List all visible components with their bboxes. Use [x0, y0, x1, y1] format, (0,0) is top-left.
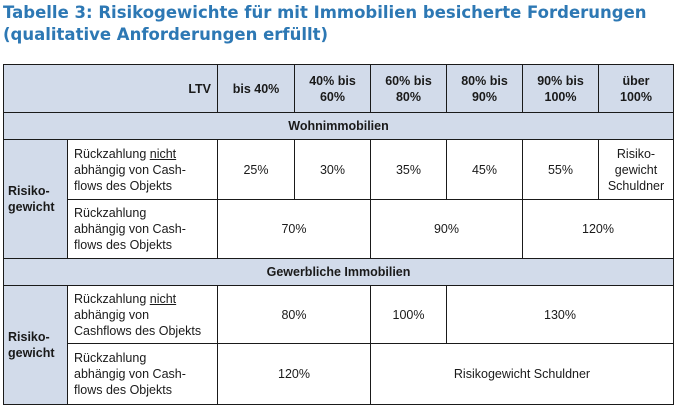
section-row-gewerbliche-immobilien: Gewerbliche Immobilien	[3, 258, 674, 286]
section-row-wohnimmobilien: Wohnimmobilien	[3, 112, 674, 140]
desc-text: Rückzahlung	[74, 206, 147, 220]
col-header-40-60: 40% bis 60%	[294, 64, 371, 113]
row-label-line: Risiko-	[8, 184, 50, 198]
desc-text: abhängig von Cash-	[74, 222, 186, 236]
col-header-bis-40: bis 40%	[217, 64, 295, 113]
row-label-line: gewicht	[8, 346, 55, 360]
row-label-line: Risiko-	[8, 330, 50, 344]
value-cell: 120%	[217, 343, 371, 405]
table-title-line-2: (qualitative Anforderungen erfüllt)	[3, 25, 329, 44]
desc-underlined: nicht	[149, 146, 177, 161]
row-description: Rückzahlung nicht abhängig von Cashflows d…	[67, 285, 218, 344]
desc-text: Rückzahlung	[74, 351, 147, 365]
desc-text: flows des Objekts	[74, 238, 172, 252]
desc-text: Cashflows des Objekts	[74, 323, 202, 338]
col-header-line: 100%	[620, 89, 652, 104]
value-cell: 100%	[370, 285, 447, 344]
col-header-line: 60%	[319, 89, 346, 104]
row-label-risikogewicht: Risiko-gewicht	[3, 139, 68, 259]
desc-text: Rückzahlung	[74, 146, 150, 161]
value-cell-schuldner: Risiko-gewicht Schuldner	[598, 139, 674, 200]
value-cell: Risikogewicht Schuldner	[370, 343, 674, 405]
row-description: Rückzahlung abhängig von Cash-flows des O…	[67, 343, 218, 405]
section-heading: Wohnimmobilien	[3, 112, 674, 140]
col-header-line: 100%	[544, 89, 577, 104]
col-header-line: 90%	[471, 89, 498, 104]
value-cell: 45%	[446, 139, 523, 200]
value-cell: 130%	[446, 285, 674, 344]
row-description: Rückzahlung nicht abhängig von Cash-flows…	[67, 139, 218, 200]
header-row: LTV bis 40% 40% bis 60% 60% bis 80% 80% bi…	[3, 64, 674, 113]
desc-text: flows des Objekts	[74, 383, 172, 397]
table-row: Rückzahlung abhängig von Cash-flows des O…	[4, 199, 674, 259]
value-cell: 30%	[294, 139, 371, 200]
row-description: Rückzahlung abhängig von Cash-flows des O…	[67, 199, 218, 259]
desc-text: abhängig von Cash-	[74, 162, 186, 177]
ltv-header: LTV	[3, 64, 218, 113]
table-title: Tabelle 3: Risikogewichte für mit Immobi…	[3, 2, 671, 46]
col-header-line: 80% bis	[461, 73, 508, 88]
value-cell: 120%	[522, 199, 674, 259]
value-cell: 25%	[217, 139, 295, 200]
section-heading: Gewerbliche Immobilien	[3, 258, 674, 286]
col-header-line: 80%	[395, 89, 422, 104]
col-header-line: 60% bis	[385, 73, 432, 88]
table-row: Risiko-gewicht Rückzahlung nicht abhängig…	[3, 139, 674, 259]
desc-text: abhängig von	[74, 307, 150, 322]
col-header-60-80: 60% bis 80%	[370, 64, 447, 113]
risk-weight-table: LTV bis 40% 40% bis 60% 60% bis 80% 80% bi…	[3, 64, 674, 405]
col-header-ueber-100: über 100%	[598, 64, 674, 113]
value-cell: 80%	[217, 285, 371, 344]
value-line: Schuldner	[607, 178, 665, 193]
value-line: gewicht	[614, 162, 658, 177]
col-header-80-90: 80% bis 90%	[446, 64, 523, 113]
value-cell: 70%	[217, 199, 371, 259]
table-row: Rückzahlung abhängig von Cash-flows des O…	[4, 343, 674, 405]
value-cell: 35%	[370, 139, 447, 200]
desc-text: Rückzahlung	[74, 291, 150, 306]
table-title-line-1: Tabelle 3: Risikogewichte für mit Immobi…	[3, 3, 647, 22]
desc-underlined: nicht	[149, 291, 177, 306]
desc-text: flows des Objekts	[74, 178, 172, 193]
col-header-line: 40% bis	[309, 73, 356, 88]
col-header-90-100: 90% bis 100%	[522, 64, 599, 113]
row-label-line: gewicht	[8, 200, 55, 214]
value-cell: 55%	[522, 139, 599, 200]
col-header-line: 90% bis	[537, 73, 584, 88]
col-header-line: über	[622, 73, 650, 88]
value-line: Risiko-	[616, 146, 656, 161]
row-label-risikogewicht: Risiko-gewicht	[3, 285, 68, 405]
desc-text: abhängig von Cash-	[74, 367, 186, 381]
table-row: Risiko-gewicht Rückzahlung nicht abhängig…	[3, 285, 674, 405]
col-header-line: bis 40%	[232, 81, 280, 96]
value-cell: 90%	[370, 199, 523, 259]
